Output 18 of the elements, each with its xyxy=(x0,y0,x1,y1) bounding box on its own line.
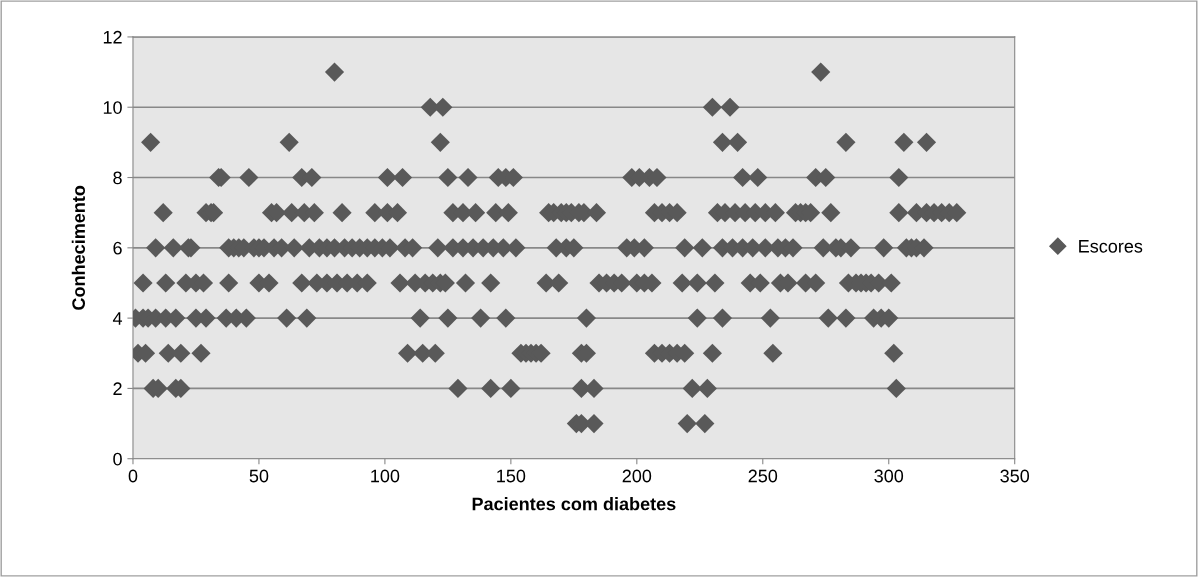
x-tick-label: 300 xyxy=(874,469,904,483)
y-tick-label: 8 xyxy=(113,171,122,185)
y-tick-label: 10 xyxy=(103,101,122,114)
y-tick-label: 4 xyxy=(112,312,123,325)
x-tick-label: 200 xyxy=(622,469,652,483)
legend-label: Escores xyxy=(1079,240,1143,253)
x-tick-label: 50 xyxy=(249,469,269,483)
x-axis-title: Pacientes com diabetes xyxy=(472,497,676,511)
y-tick-label: 2 xyxy=(113,382,122,395)
x-tick-label: 0 xyxy=(128,469,138,483)
y-axis-title: Conhecimento xyxy=(71,185,86,310)
x-tick-label: 100 xyxy=(371,469,400,483)
x-tick-label: 250 xyxy=(748,469,778,483)
y-tick-label: 6 xyxy=(113,241,122,255)
x-tick-label: 150 xyxy=(497,469,526,483)
y-tick-label: 0 xyxy=(113,452,122,466)
x-tick-label: 350 xyxy=(1000,469,1030,483)
y-tick-label: 12 xyxy=(103,30,122,44)
